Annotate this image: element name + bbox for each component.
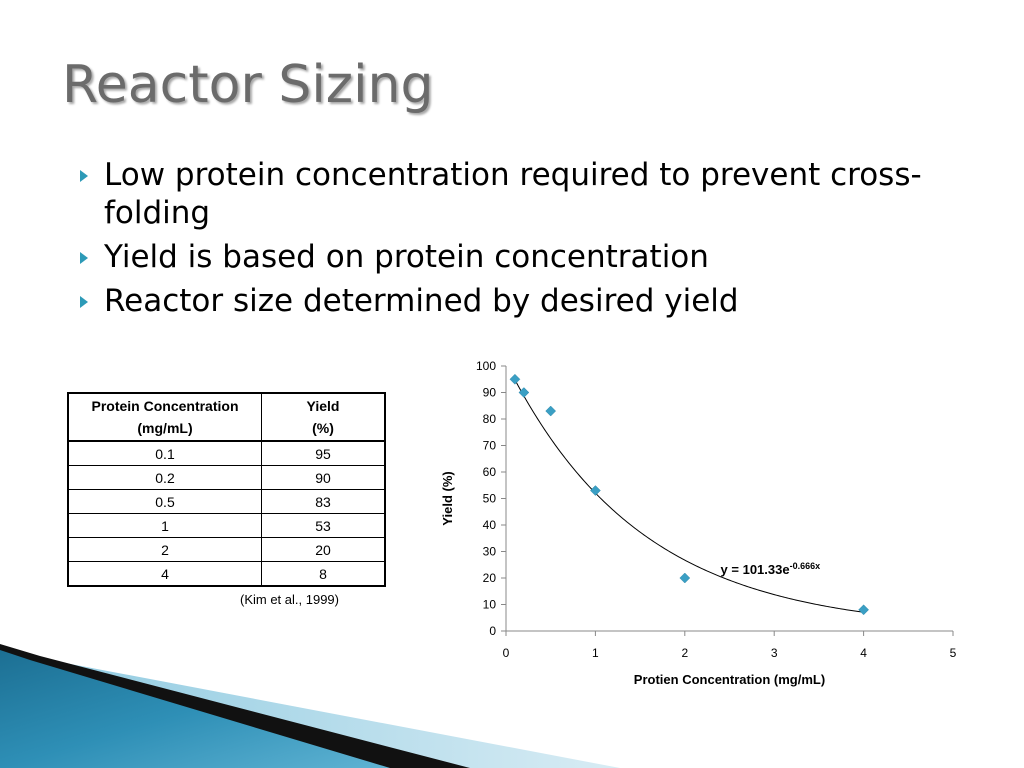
- table-cell: 20: [261, 537, 386, 562]
- bullet-text: Low protein concentration required to pr…: [104, 157, 922, 231]
- table-row: 0.5 83: [67, 489, 386, 514]
- y-tick-label: 10: [483, 598, 497, 612]
- table-cell: 1: [67, 513, 262, 538]
- citation: (Kim et al., 1999): [240, 592, 339, 607]
- table-cell: 95: [261, 440, 386, 466]
- bullet-text: Reactor size determined by desired yield: [104, 283, 739, 319]
- table-cell: 8: [261, 561, 386, 587]
- data-point: [545, 405, 557, 417]
- y-tick-label: 60: [483, 465, 497, 479]
- y-tick-label: 0: [489, 624, 496, 638]
- bullet-arrow-icon: [80, 296, 88, 308]
- y-tick-label: 80: [483, 412, 497, 426]
- slide-title: Reactor Sizing: [62, 55, 434, 115]
- y-tick-label: 90: [483, 386, 497, 400]
- x-tick-label: 4: [860, 646, 867, 660]
- swoosh-blue-band: [0, 650, 390, 768]
- x-tick-label: 0: [503, 646, 510, 660]
- table-cell: 4: [67, 561, 262, 587]
- y-tick-label: 100: [476, 359, 496, 373]
- table-cell: 90: [261, 465, 386, 490]
- table-cell: 0.5: [67, 489, 262, 514]
- bullet-arrow-icon: [80, 170, 88, 182]
- y-tick-label: 40: [483, 518, 497, 532]
- data-point: [858, 604, 869, 616]
- x-tick-label: 3: [771, 646, 778, 660]
- x-tick-label: 2: [681, 646, 688, 660]
- bullet-item: Low protein concentration required to pr…: [76, 156, 956, 232]
- data-table: Protein Concentration (mg/mL) Yield (%) 0.…: [67, 392, 386, 587]
- table-cell: 0.2: [67, 465, 262, 490]
- y-axis-label: Yield (%): [440, 471, 455, 525]
- x-axis-label: Protien Concentration (mg/mL): [634, 672, 825, 687]
- x-tick-label: 1: [592, 646, 599, 660]
- table-row: 2 20: [67, 537, 386, 562]
- table-cell: 0.1: [67, 440, 262, 466]
- yield-chart: 0 10 20 30 40 50 60 70 80 90 100 0 1 2 3 4 5 Protien Conc…: [440, 359, 957, 687]
- table-row: 0.1 95: [67, 440, 386, 466]
- decorative-swoosh: [0, 644, 620, 768]
- table-header-row: Protein Concentration (mg/mL) Yield (%): [67, 392, 386, 442]
- y-tick-label: 50: [483, 492, 497, 506]
- data-point: [509, 373, 521, 385]
- x-tick-label: 5: [950, 646, 957, 660]
- data-point: [679, 572, 691, 584]
- bullet-text: Yield is based on protein concentration: [104, 239, 709, 275]
- data-point: [518, 387, 530, 398]
- bullet-item: Reactor size determined by desired yield: [76, 282, 956, 320]
- data-point: [590, 485, 601, 496]
- bullet-list: Low protein concentration required to pr…: [76, 156, 956, 326]
- table-row: 1 53: [67, 513, 386, 538]
- bullet-item: Yield is based on protein concentration: [76, 238, 956, 276]
- table-header-yield: Yield (%): [261, 392, 386, 442]
- y-tick-label: 70: [483, 439, 497, 453]
- table-cell: 83: [261, 489, 386, 514]
- y-tick-label: 20: [483, 571, 497, 585]
- table-cell: 53: [261, 513, 386, 538]
- bullet-arrow-icon: [80, 252, 88, 264]
- y-tick-label: 30: [483, 545, 497, 559]
- table-header-concentration: Protein Concentration (mg/mL): [67, 392, 262, 442]
- table-cell: 2: [67, 537, 262, 562]
- trendline: [514, 379, 864, 613]
- trendline-equation: y = 101.33e-0.666x: [721, 561, 821, 577]
- table-row: 0.2 90: [67, 465, 386, 490]
